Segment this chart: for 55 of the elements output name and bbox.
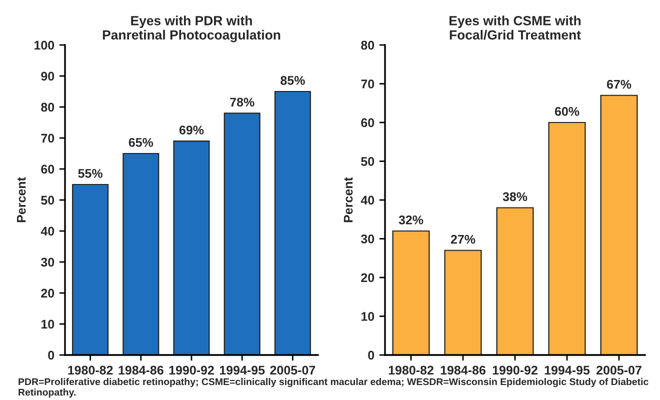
bar: [72, 184, 109, 355]
y-tick-label: 80: [41, 102, 54, 112]
y-tick-label: 90: [41, 72, 54, 81]
x-tick-label: 2005-07: [270, 366, 316, 375]
bar: [224, 112, 260, 355]
bar: [444, 250, 482, 355]
y-axis-title: Percent: [16, 177, 26, 222]
text: PDR=Proliferative diabetic retinopathy; CSME=clinically significant macular edema; WESDR=Wisconsin Epidemiologic Study of Diabetic Retinopathy.: [18, 378, 648, 398]
data-label: 67%: [606, 80, 632, 89]
y-tick-label: 70: [41, 134, 54, 143]
y-tick-label: 0: [368, 350, 374, 360]
y-tick-label: 0: [48, 350, 54, 360]
x-tick-label: 1980-82: [68, 366, 113, 375]
x-tick-label: 2005-07: [596, 366, 642, 375]
bar: [392, 230, 430, 355]
data-label: 78%: [230, 98, 254, 107]
y-tick-label: 80: [361, 40, 374, 50]
y-tick-label: 10: [41, 320, 54, 329]
y-tick-label: 20: [361, 273, 374, 282]
x-tick-label: 1994-95: [220, 366, 265, 375]
y-axis-title: Percent: [344, 177, 353, 222]
bar: [496, 207, 534, 355]
data-label: 38%: [502, 192, 528, 202]
y-tick-label: 50: [41, 196, 54, 205]
y-tick-label: 30: [360, 234, 374, 244]
y-tick-label: 40: [360, 196, 374, 205]
x-tick-label: 1984-86: [118, 366, 164, 375]
x-tick-label: 1990-92: [169, 366, 214, 375]
bar: [173, 140, 210, 355]
y-tick-label: 100: [34, 40, 54, 50]
x-tick-label: 1980-82: [388, 366, 434, 375]
y-tick-label: 60: [361, 118, 374, 128]
x-tick-label: 1994-95: [544, 366, 590, 375]
y-tick-label: 10: [361, 312, 374, 321]
x-tick-label: 1990-92: [492, 366, 538, 375]
chart-title: Eyes with PDR with Panretinal Photocoagulation: [102, 16, 280, 42]
data-label: 32%: [398, 216, 424, 224]
data-label: 85%: [280, 76, 305, 85]
data-label: 55%: [78, 169, 102, 178]
data-label: 60%: [554, 107, 580, 116]
y-tick-label: 30: [40, 258, 54, 267]
bar: [548, 122, 586, 355]
x-tick-label: 1984-86: [440, 366, 486, 375]
y-tick-label: 60: [41, 164, 54, 174]
y-tick-label: 50: [361, 157, 374, 166]
data-label: 65%: [128, 138, 154, 147]
y-tick-label: 40: [40, 226, 54, 236]
y-tick-label: 20: [41, 288, 54, 298]
chart-title: Eyes with CSME with Focal/Grid Treatment: [450, 16, 581, 40]
data-label: 27%: [450, 234, 476, 244]
bar: [600, 94, 638, 355]
y-tick-label: 70: [361, 80, 374, 88]
data-label: 69%: [179, 126, 204, 134]
bar: [122, 152, 160, 355]
bar: [274, 90, 311, 355]
